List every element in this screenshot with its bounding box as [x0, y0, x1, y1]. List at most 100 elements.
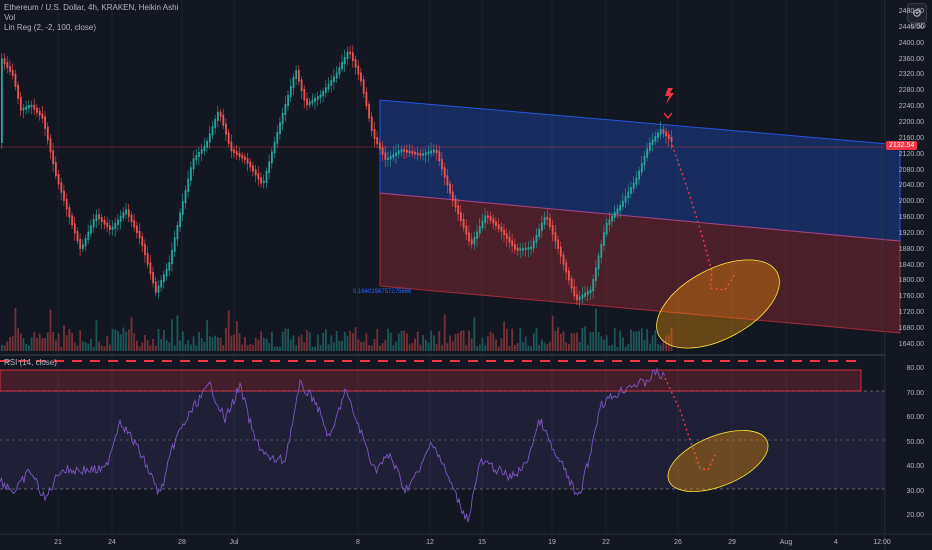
volume-legend[interactable]: Vol: [4, 13, 16, 22]
candle: [586, 291, 589, 295]
rsi-target-ellipse[interactable]: [659, 418, 776, 504]
candle: [508, 236, 511, 243]
volume-bar: [362, 341, 365, 351]
candle: [233, 149, 235, 154]
rsi-overbought-zone[interactable]: [0, 369, 862, 392]
candle: [543, 216, 546, 225]
rsi-line[interactable]: [0, 366, 665, 523]
lightning-icon[interactable]: [665, 88, 674, 104]
volume-bar: [616, 346, 619, 351]
candle: [460, 212, 462, 221]
candle: [46, 126, 49, 141]
volume-bar: [530, 346, 532, 351]
volume-bar: [98, 341, 100, 351]
volume-bar: [635, 331, 638, 351]
time-tick: 12: [426, 539, 434, 546]
volume-bar: [76, 345, 79, 351]
volume-bar: [489, 331, 492, 351]
volume-bar: [327, 344, 330, 351]
volume-bar: [462, 330, 465, 351]
volume-bar: [198, 331, 200, 351]
candle: [30, 104, 33, 107]
volume-bar: [400, 331, 403, 351]
candle: [198, 151, 200, 158]
volume-bar: [157, 328, 160, 351]
candle: [271, 151, 273, 164]
candle: [52, 150, 55, 165]
volume-bar: [192, 336, 195, 351]
volume-bar: [476, 346, 478, 351]
candle: [595, 267, 597, 282]
volume-bar: [308, 332, 311, 351]
candle: [670, 136, 673, 142]
volume-bar: [254, 337, 257, 351]
candle: [84, 238, 87, 247]
currency-label: USD: [911, 23, 926, 30]
candle: [568, 270, 570, 281]
candle: [76, 231, 79, 242]
settings-button[interactable]: [907, 3, 927, 23]
candle: [316, 96, 319, 100]
volume-bar: [481, 337, 484, 351]
target-ellipse[interactable]: [642, 242, 793, 367]
candle: [600, 243, 603, 258]
candle: [554, 232, 557, 242]
candle: [330, 80, 333, 86]
volume-bar: [424, 339, 427, 351]
candle: [530, 246, 532, 250]
time-tick: 22: [602, 539, 610, 546]
candle: [44, 116, 46, 129]
candle: [90, 225, 92, 234]
candle: [422, 153, 424, 156]
candle: [662, 129, 665, 134]
candle: [195, 155, 198, 161]
linreg-legend[interactable]: Lin Reg (2, -2, 100, close): [4, 23, 97, 32]
volume-bar: [335, 331, 338, 351]
price-tick: 2160.00: [898, 134, 924, 142]
candle: [65, 198, 68, 210]
rsi-legend[interactable]: RSI (14, close): [4, 358, 57, 367]
candle: [300, 79, 303, 91]
volume-bar: [271, 331, 273, 351]
candle: [489, 216, 492, 221]
channel-lower-band[interactable]: [379, 192, 901, 334]
candle: [354, 59, 357, 68]
volume-bar: [311, 346, 314, 351]
volume-bar: [314, 346, 316, 351]
volume-bar: [73, 342, 76, 351]
volume-bar: [119, 334, 122, 351]
candle: [119, 215, 122, 222]
candle: [3, 58, 6, 65]
candle: [632, 182, 635, 190]
candle: [349, 51, 352, 55]
volume-bar: [670, 327, 673, 351]
rsi-tick: 70.00: [906, 389, 924, 397]
volume-bar: [532, 333, 535, 351]
candle: [433, 149, 435, 153]
volume-bar: [419, 344, 422, 351]
volume-bar: [500, 338, 503, 351]
volume-bar: [92, 346, 95, 351]
volume-bar: [252, 344, 254, 351]
candle: [338, 67, 341, 75]
candlesticks[interactable]: [1, 45, 673, 308]
candle: [111, 226, 114, 230]
volume-bar: [65, 335, 68, 351]
volume-bar: [559, 333, 562, 351]
volume-bar: [503, 321, 505, 351]
candle: [214, 118, 217, 129]
chart-legend: Ethereum / U.S. Dollar, 4h, KRAKEN, Heik…: [4, 3, 178, 33]
candle: [25, 106, 28, 110]
candle: [117, 219, 119, 226]
symbol-title[interactable]: Ethereum / U.S. Dollar, 4h, KRAKEN, Heik…: [4, 3, 179, 12]
volume-bar: [454, 334, 457, 351]
candle: [365, 91, 368, 107]
candle: [298, 70, 300, 82]
pane-divider[interactable]: [0, 354, 885, 356]
candle: [168, 262, 171, 271]
chevron-down-icon[interactable]: [663, 112, 673, 120]
rsi-projection-path[interactable]: [664, 377, 716, 471]
volume-bar: [273, 346, 276, 351]
candle: [14, 73, 17, 87]
